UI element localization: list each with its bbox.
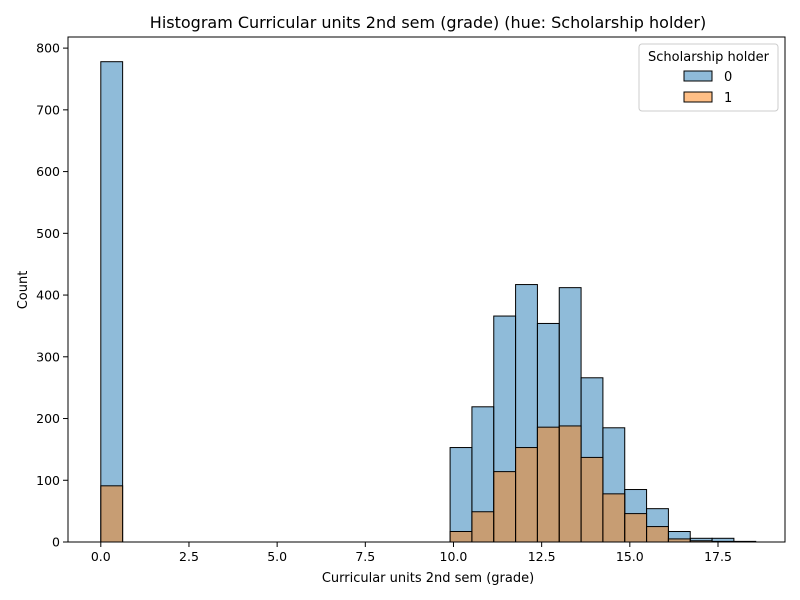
legend-swatch-1 [683,91,713,103]
y-tick-label: 500 [36,226,60,241]
y-tick-label: 400 [36,288,60,303]
legend-swatch-0 [683,70,713,82]
series-0 [100,61,735,543]
y-tick-label: 800 [36,41,60,56]
y-tick-label: 0 [52,535,60,550]
legend-label-0: 0 [724,70,732,85]
bar-series-1-bin-17 [471,511,495,543]
bar-series-1-bin-18 [493,471,517,543]
series-1 [100,425,757,543]
y-tick-label: 200 [36,411,60,426]
x-tick-label: 5.0 [267,549,287,564]
x-tick-label: 12.5 [528,549,556,564]
bar-series-1-bin-23 [602,493,626,543]
bar-series-1-bin-0 [100,485,124,543]
bar-series-1-bin-25 [646,526,669,543]
legend: Scholarship holder 0 1 [638,43,779,112]
x-tick-label: 7.5 [355,549,375,564]
bar-series-1-bin-21 [558,425,582,543]
bar-series-1-bin-19 [515,447,538,543]
bar-series-1-bin-22 [580,456,604,543]
legend-title: Scholarship holder [648,50,770,65]
x-tick-label: 15.0 [616,549,644,564]
bar-series-1-bin-16 [449,531,473,543]
chart-title: Histogram Curricular units 2nd sem (grad… [150,13,706,32]
bar-series-0-bin-16 [449,447,473,543]
bar-series-1-bin-20 [536,426,560,543]
y-tick-label: 700 [36,102,60,117]
x-axis: 0.0 2.5 5.0 7.5 10.0 12.5 15.0 17.5 [91,542,732,564]
plot-frame [67,36,786,543]
y-tick-label: 300 [36,349,60,364]
x-tick-label: 10.0 [440,549,468,564]
bars-layer [100,61,757,543]
x-axis-label: Curricular units 2nd sem (grade) [322,571,534,586]
y-tick-label: 600 [36,164,60,179]
y-tick-label: 100 [36,473,60,488]
legend-label-1: 1 [724,91,732,106]
y-axis: 0 100 200 300 400 500 600 700 800 [36,41,68,550]
bar-series-1-bin-24 [624,513,648,543]
x-tick-label: 17.5 [704,549,732,564]
bar-series-0-bin-0 [100,61,124,543]
x-tick-label: 2.5 [179,549,199,564]
x-tick-label: 0.0 [91,549,111,564]
y-axis-label: Count [16,271,31,310]
